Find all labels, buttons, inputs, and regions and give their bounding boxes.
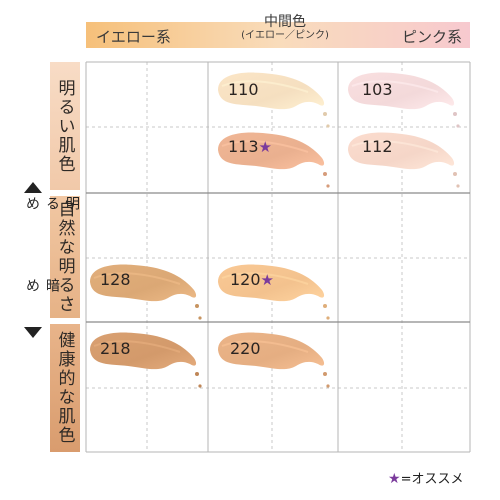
shade-code: 112 (362, 137, 393, 156)
foundation-dot (326, 316, 330, 320)
column-label-pink: ピンク系 (402, 28, 463, 46)
column-header-bar (86, 22, 470, 48)
shade-label-110: 110 (228, 80, 259, 99)
column-label-mid: 中間色 (イエロー／ピンク) (235, 15, 335, 43)
foundation-dot (323, 372, 327, 376)
foundation-dot (456, 124, 460, 128)
row-label-healthy: 健康的な肌色 (50, 324, 80, 452)
foundation-dot (323, 112, 327, 116)
shade-label-220: 220 (230, 339, 261, 358)
shade-label-120: 120★ (230, 270, 274, 289)
row-label-natural-text: 自然な明るさ (54, 200, 75, 314)
row-label-natural: 自然な明るさ (50, 196, 80, 318)
swatch-218 (84, 328, 209, 394)
foundation-dot (198, 384, 202, 388)
swatch-110 (212, 68, 337, 134)
recommended-star-icon: ★ (260, 271, 274, 289)
row-label-bright: 明るい肌色 (50, 62, 80, 190)
shade-code: 120 (230, 270, 261, 289)
arrow-up-icon (24, 182, 42, 193)
swatch-120 (212, 260, 337, 326)
foundation-dot (195, 372, 199, 376)
shade-code: 113 (228, 137, 259, 156)
shade-label-113: 113★ (228, 137, 272, 156)
shade-label-112: 112 (362, 137, 393, 156)
foundation-dot (453, 112, 457, 116)
legend-star-icon: ★ (388, 471, 401, 487)
foundation-dot (453, 172, 457, 176)
swatch-112 (342, 128, 467, 194)
foundation-dot (326, 384, 330, 388)
foundation-dot (326, 184, 330, 188)
column-label-yellow: イエロー系 (96, 28, 171, 46)
swatch-113 (212, 128, 337, 194)
swatch-220 (212, 328, 337, 394)
shade-code: 103 (362, 80, 393, 99)
foundation-dot (456, 184, 460, 188)
axis-label-bright: 明るめ (24, 196, 80, 211)
shade-code: 220 (230, 339, 261, 358)
foundation-dot (323, 172, 327, 176)
shade-label-103: 103 (362, 80, 393, 99)
row-label-bright-text: 明るい肌色 (54, 78, 75, 174)
foundation-dot (195, 304, 199, 308)
arrow-down-icon (24, 327, 42, 338)
foundation-dot (326, 124, 330, 128)
recommended-star-icon: ★ (258, 138, 272, 156)
legend: ★=オススメ (388, 468, 463, 487)
foundation-dot (323, 304, 327, 308)
shade-code: 128 (100, 270, 131, 289)
swatch-128 (84, 260, 209, 326)
column-label-mid-sub: (イエロー／ピンク) (241, 30, 329, 41)
shade-label-128: 128 (100, 270, 131, 289)
swatch-103 (342, 68, 467, 134)
column-label-mid-main: 中間色 (264, 14, 306, 30)
shade-code: 218 (100, 339, 131, 358)
axis-label-dark: 暗め (24, 278, 60, 293)
foundation-dot (198, 316, 202, 320)
shade-label-218: 218 (100, 339, 131, 358)
row-label-healthy-text: 健康的な肌色 (54, 331, 75, 445)
legend-text: =オススメ (400, 472, 464, 487)
shade-code: 110 (228, 80, 259, 99)
